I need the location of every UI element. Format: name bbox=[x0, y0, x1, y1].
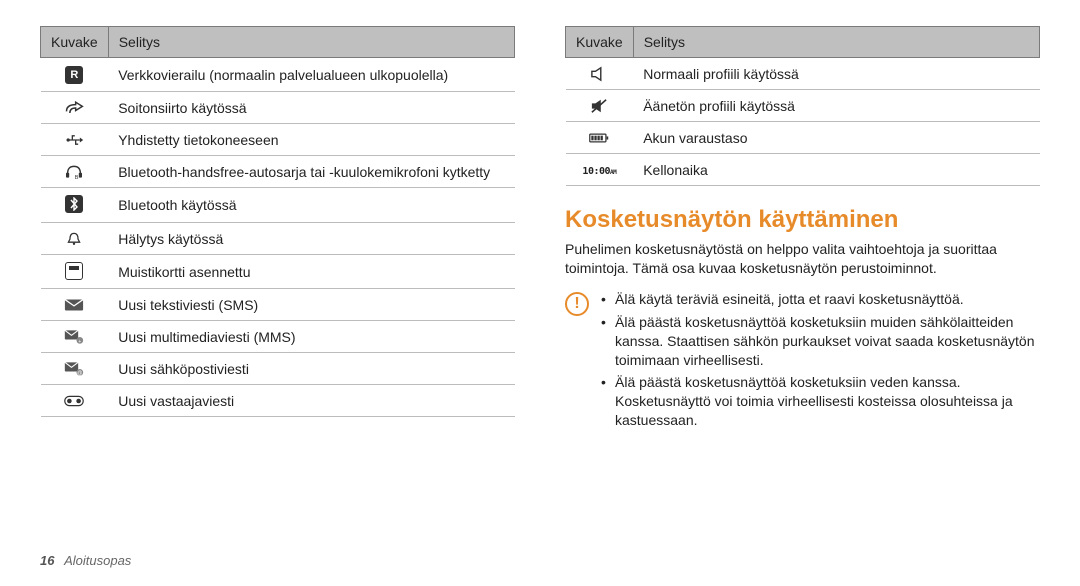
forward-icon bbox=[64, 100, 84, 116]
icon-cell bbox=[41, 188, 109, 223]
desc-cell: Uusi sähköpostiviesti bbox=[108, 353, 514, 385]
page-footer: 16 Aloitusopas bbox=[40, 553, 131, 568]
th-icon: Kuvake bbox=[41, 27, 109, 58]
table-row: R Verkkovierailu (normaalin palvelualueen… bbox=[41, 58, 515, 92]
desc-cell: Yhdistetty tietokoneeseen bbox=[108, 124, 514, 156]
voicemail-icon bbox=[64, 393, 84, 409]
sound-icon bbox=[589, 66, 609, 82]
desc-cell: Bluetooth-handsfree-autosarja tai -kuulo… bbox=[108, 156, 514, 188]
icon-cell: R bbox=[41, 58, 109, 92]
th-icon: Kuvake bbox=[566, 27, 634, 58]
desc-cell: Verkkovierailu (normaalin palvelualueen … bbox=[108, 58, 514, 92]
headset-icon: B bbox=[64, 164, 84, 180]
icon-cell bbox=[566, 58, 634, 90]
page-number: 16 bbox=[40, 553, 54, 568]
desc-cell: Uusi tekstiviesti (SMS) bbox=[108, 289, 514, 321]
warning-item: Älä käytä teräviä esineitä, jotta et raa… bbox=[601, 290, 1040, 309]
table-row: @ Uusi sähköpostiviesti bbox=[41, 353, 515, 385]
desc-cell: Bluetooth käytössä bbox=[108, 188, 514, 223]
table-row: Bluetooth käytössä bbox=[41, 188, 515, 223]
roaming-icon: R bbox=[65, 66, 83, 84]
svg-text:@: @ bbox=[78, 371, 83, 377]
table-row: Uusi vastaajaviesti bbox=[41, 385, 515, 417]
icon-cell bbox=[41, 124, 109, 156]
icon-cell: @ bbox=[41, 353, 109, 385]
desc-cell: Akun varaustaso bbox=[633, 122, 1039, 154]
icon-table-right: Kuvake Selitys Normaali profiili käytöss… bbox=[565, 26, 1040, 186]
icon-cell bbox=[41, 92, 109, 124]
mms-icon: + bbox=[64, 329, 84, 345]
table-row: B Bluetooth-handsfree-autosarja tai -kuul… bbox=[41, 156, 515, 188]
icon-cell bbox=[41, 223, 109, 255]
icon-cell: B bbox=[41, 156, 109, 188]
icon-cell bbox=[566, 122, 634, 154]
section-intro: Puhelimen kosketusnäytöstä on helppo val… bbox=[565, 240, 1040, 278]
desc-cell: Uusi multimediaviesti (MMS) bbox=[108, 321, 514, 353]
email-icon: @ bbox=[64, 361, 84, 377]
warning-block: ! Älä käytä teräviä esineitä, jotta et r… bbox=[565, 290, 1040, 434]
icon-cell bbox=[566, 90, 634, 122]
icon-cell bbox=[41, 255, 109, 289]
icon-table-left: Kuvake Selitys R Verkkovierailu (normaali… bbox=[40, 26, 515, 417]
svg-text:+: + bbox=[79, 339, 82, 345]
warning-item: Älä päästä kosketusnäyttöä kosketuksiin … bbox=[601, 373, 1040, 430]
battery-icon bbox=[589, 130, 609, 146]
icon-cell bbox=[41, 385, 109, 417]
left-column: Kuvake Selitys R Verkkovierailu (normaali… bbox=[40, 26, 515, 434]
sms-icon bbox=[64, 297, 84, 313]
bell-icon bbox=[64, 231, 84, 247]
icon-cell: + bbox=[41, 321, 109, 353]
table-row: Akun varaustaso bbox=[566, 122, 1040, 154]
warning-list: Älä käytä teräviä esineitä, jotta et raa… bbox=[601, 290, 1040, 434]
table-row: Yhdistetty tietokoneeseen bbox=[41, 124, 515, 156]
warning-icon: ! bbox=[565, 292, 589, 316]
desc-cell: Hälytys käytössä bbox=[108, 223, 514, 255]
th-desc: Selitys bbox=[108, 27, 514, 58]
icon-cell bbox=[41, 289, 109, 321]
desc-cell: Normaali profiili käytössä bbox=[633, 58, 1039, 90]
desc-cell: Äänetön profiili käytössä bbox=[633, 90, 1039, 122]
desc-cell: Kellonaika bbox=[633, 154, 1039, 186]
desc-cell: Uusi vastaajaviesti bbox=[108, 385, 514, 417]
table-row: Soitonsiirto käytössä bbox=[41, 92, 515, 124]
table-row: Muistikortti asennettu bbox=[41, 255, 515, 289]
table-row: Uusi tekstiviesti (SMS) bbox=[41, 289, 515, 321]
desc-cell: Soitonsiirto käytössä bbox=[108, 92, 514, 124]
icon-cell: 10:00AM bbox=[566, 154, 634, 186]
table-row: + Uusi multimediaviesti (MMS) bbox=[41, 321, 515, 353]
svg-text:B: B bbox=[75, 175, 79, 180]
section-heading: Kosketusnäytön käyttäminen bbox=[565, 206, 1040, 234]
usb-icon bbox=[64, 132, 84, 148]
table-row: Hälytys käytössä bbox=[41, 223, 515, 255]
right-column: Kuvake Selitys Normaali profiili käytöss… bbox=[565, 26, 1040, 434]
table-row: Normaali profiili käytössä bbox=[566, 58, 1040, 90]
table-row: Äänetön profiili käytössä bbox=[566, 90, 1040, 122]
th-desc: Selitys bbox=[633, 27, 1039, 58]
warning-item: Älä päästä kosketusnäyttöä kosketuksiin … bbox=[601, 313, 1040, 370]
clock-icon: 10:00AM bbox=[582, 166, 616, 177]
mute-icon bbox=[589, 98, 609, 114]
bluetooth-icon bbox=[65, 195, 83, 213]
desc-cell: Muistikortti asennettu bbox=[108, 255, 514, 289]
table-row: 10:00AM Kellonaika bbox=[566, 154, 1040, 186]
sd-icon bbox=[65, 262, 83, 280]
footer-section: Aloitusopas bbox=[64, 553, 131, 568]
